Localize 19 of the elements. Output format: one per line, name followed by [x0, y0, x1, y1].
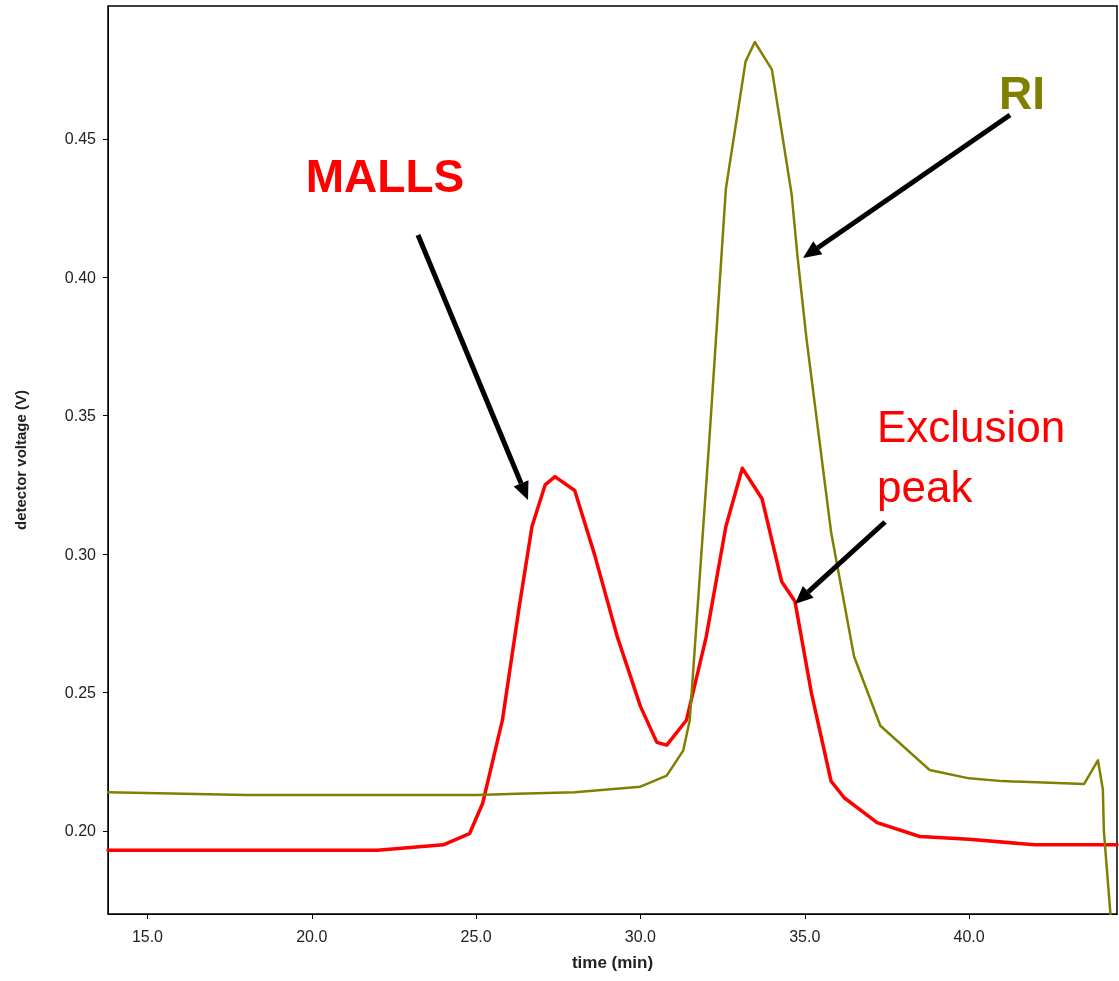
y-tick-label: 0.25 — [64, 684, 97, 702]
x-tick-label: 20.0 — [296, 927, 328, 945]
y-axis-title: detector voltage (V) — [12, 389, 29, 531]
x-tick-label: 25.0 — [460, 927, 492, 945]
x-axis-title: time (min) — [571, 953, 654, 972]
y-tick-label: 0.35 — [64, 407, 97, 425]
line-series — [106, 40, 1112, 916]
x-tick-label: 15.0 — [131, 927, 164, 945]
x-tick-label: 40.0 — [953, 927, 985, 945]
y-tick-label: 0.45 — [64, 130, 97, 148]
x-tick-label: 35.0 — [789, 927, 821, 945]
text: RI — [999, 67, 1045, 120]
x-tick-label: 30.0 — [624, 927, 657, 945]
line-series — [106, 466, 1119, 853]
y-tick-label: 0.20 — [64, 822, 97, 840]
y-tick-label: 0.40 — [64, 268, 97, 286]
annotation: Exclusion peak — [877, 401, 1066, 511]
text: MALLS — [305, 150, 465, 203]
y-tick-label: 0.30 — [64, 545, 97, 563]
